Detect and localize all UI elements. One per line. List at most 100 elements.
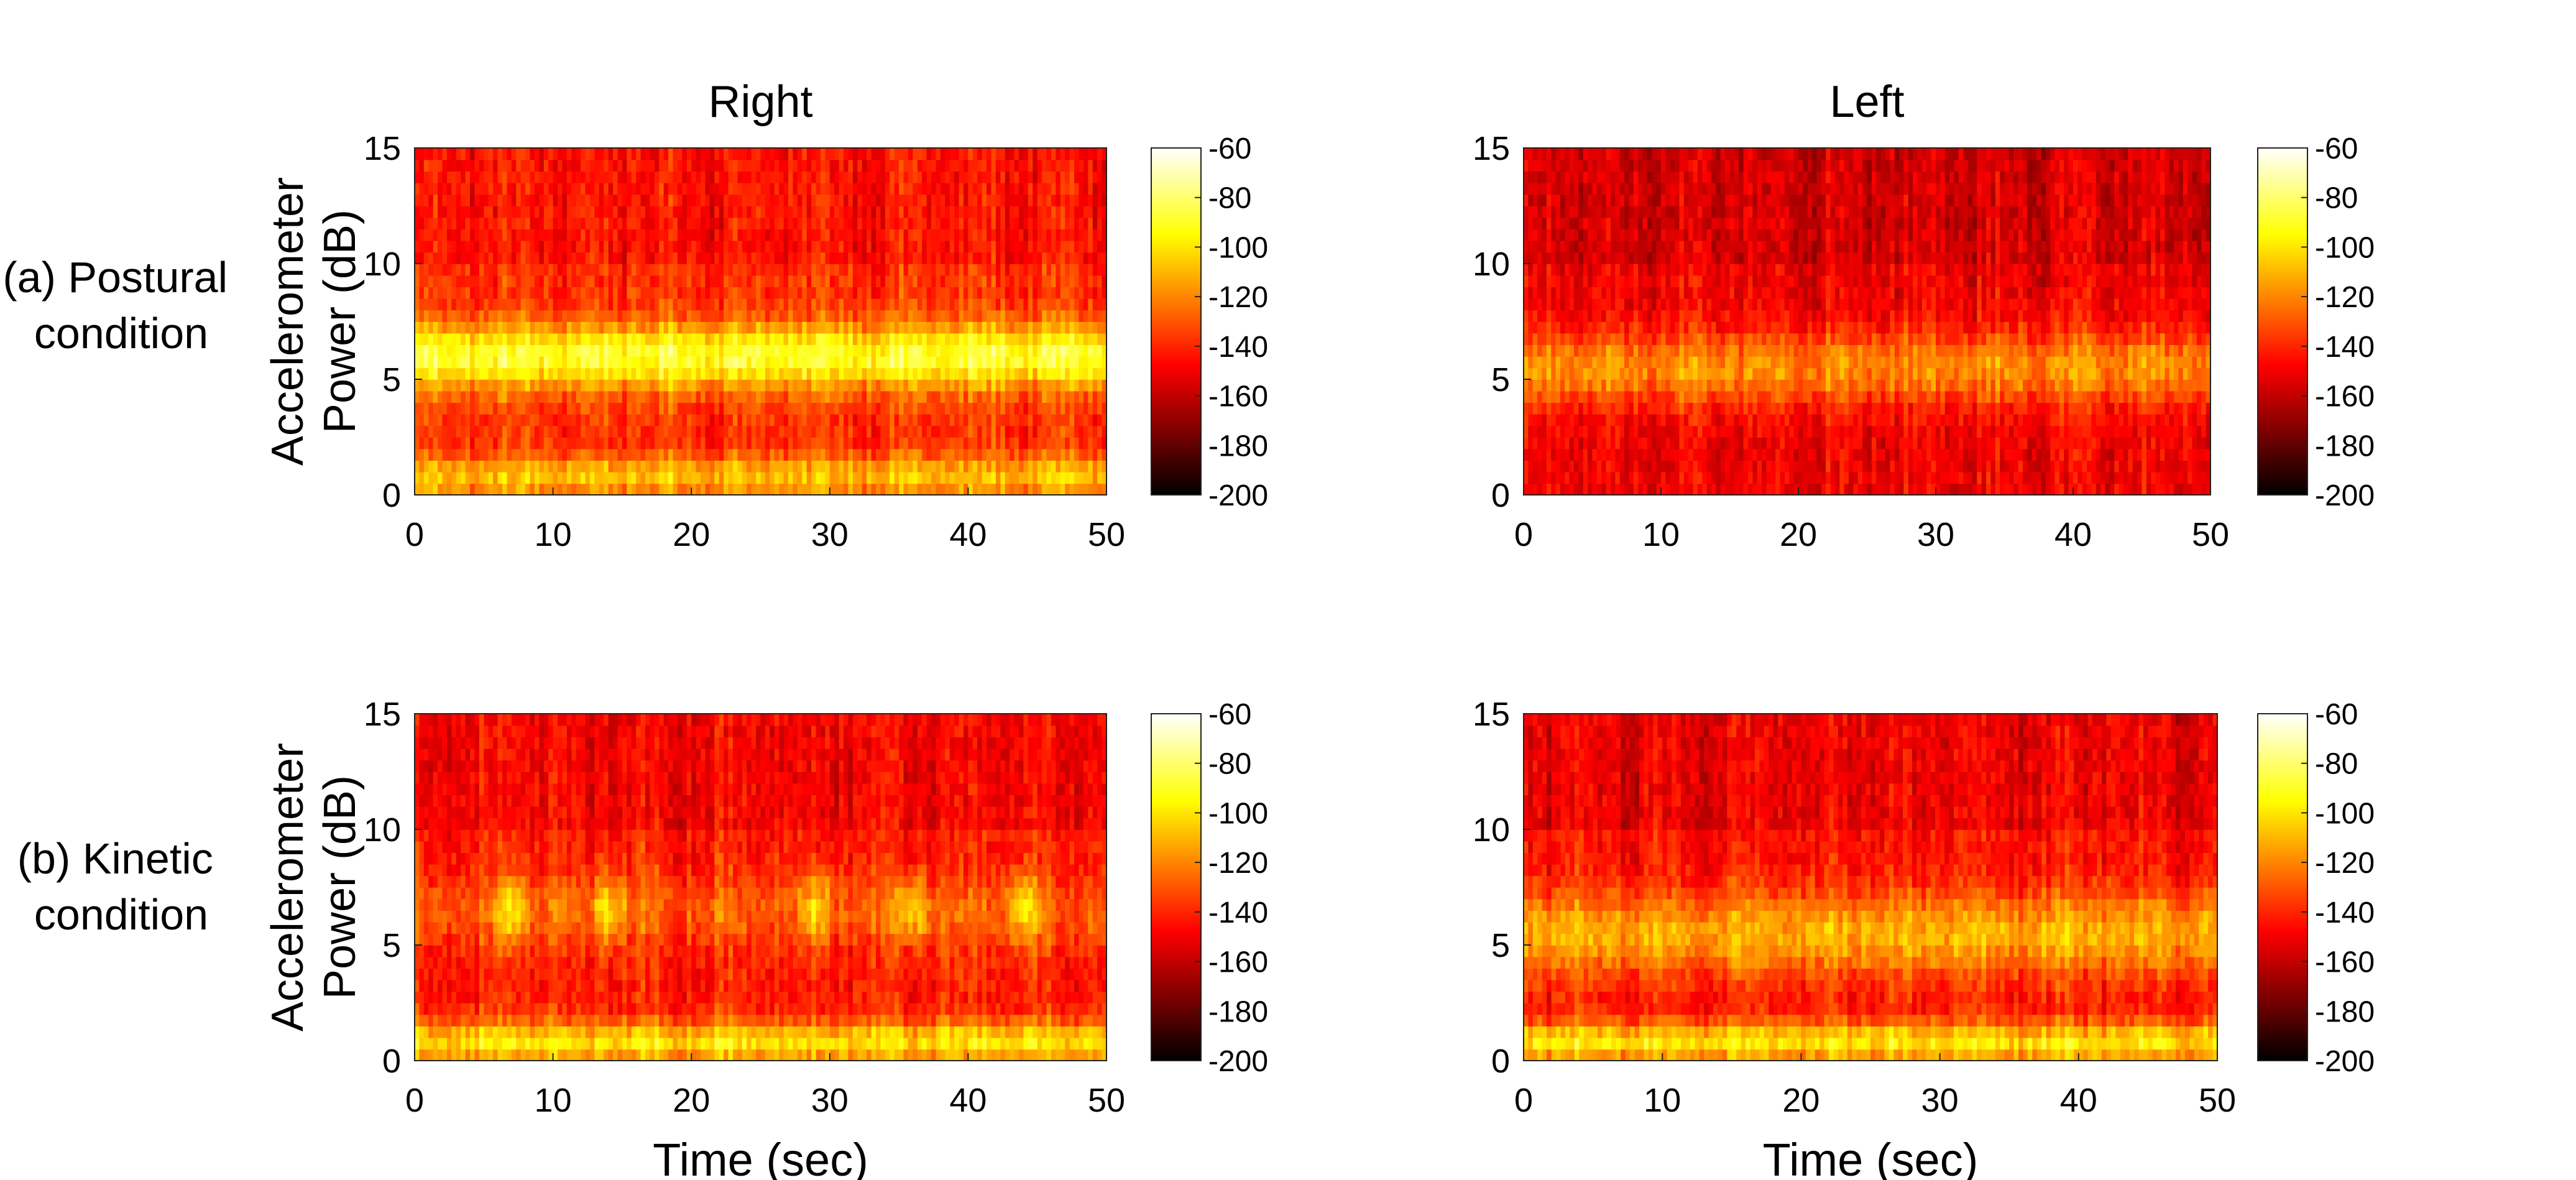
heatmap-cell xyxy=(1528,275,1534,287)
heatmap-cell xyxy=(936,402,941,415)
heatmap-cell xyxy=(797,182,803,195)
heatmap-cell xyxy=(488,367,494,380)
heatmap-cell xyxy=(770,217,775,229)
heatmap-cell xyxy=(880,333,886,345)
heatmap-cell xyxy=(719,206,724,218)
heatmap-cell xyxy=(747,182,752,195)
heatmap-cell xyxy=(566,321,573,334)
heatmap-cell xyxy=(1042,148,1047,160)
heatmap-cell xyxy=(756,287,761,299)
heatmap-cell xyxy=(1551,460,1557,472)
heatmap-cell xyxy=(553,206,558,218)
heatmap-cell xyxy=(530,425,535,438)
heatmap-cell xyxy=(968,264,973,276)
heatmap-cell xyxy=(654,402,660,415)
heatmap-cell xyxy=(756,298,761,311)
heatmap-cell xyxy=(1560,171,1566,183)
heatmap-cell xyxy=(461,460,466,472)
heatmap-cell xyxy=(581,413,586,426)
heatmap-cell xyxy=(1578,356,1584,369)
heatmap-cell xyxy=(1051,171,1057,183)
heatmap-cell xyxy=(756,413,761,426)
heatmap-cell xyxy=(1042,437,1047,449)
heatmap-cell xyxy=(1019,333,1024,345)
heatmap-cell xyxy=(899,390,904,403)
heatmap-cell xyxy=(1088,182,1093,195)
heatmap-cell xyxy=(470,413,476,426)
heatmap-cell xyxy=(991,287,996,299)
heatmap-cell xyxy=(1578,240,1584,253)
heatmap-cell xyxy=(1524,379,1529,392)
heatmap-cell xyxy=(562,310,568,322)
heatmap-cell xyxy=(1019,425,1024,438)
heatmap-cell xyxy=(446,240,453,253)
heatmap-cell xyxy=(507,483,512,496)
heatmap-cell xyxy=(709,194,715,206)
heatmap-cell xyxy=(613,171,619,183)
heatmap-cell xyxy=(502,159,508,172)
heatmap-cell xyxy=(1528,333,1534,345)
heatmap-cell xyxy=(724,344,729,357)
heatmap-cell xyxy=(719,367,724,380)
heatmap-cell xyxy=(959,402,964,415)
heatmap-cell xyxy=(880,437,886,449)
heatmap-cell xyxy=(562,425,568,438)
heatmap-cell xyxy=(627,206,632,218)
heatmap-cell xyxy=(604,321,609,334)
heatmap-cell xyxy=(433,171,438,183)
heatmap-cell xyxy=(880,275,886,287)
heatmap-cell xyxy=(1097,264,1103,276)
heatmap-cell xyxy=(770,483,775,496)
heatmap-cell xyxy=(543,356,549,369)
heatmap-cell xyxy=(1010,275,1015,287)
heatmap-cell xyxy=(525,287,531,299)
heatmap-cell xyxy=(1569,321,1575,334)
heatmap-cell xyxy=(714,356,720,369)
heatmap-cell xyxy=(756,310,761,322)
heatmap-cell xyxy=(659,402,665,415)
heatmap-cell xyxy=(558,229,563,241)
heatmap-cell xyxy=(871,159,876,172)
heatmap-cell xyxy=(839,367,844,380)
heatmap-cell xyxy=(829,413,835,426)
heatmap-cell xyxy=(806,367,812,380)
heatmap-cell xyxy=(903,448,909,461)
heatmap-cell xyxy=(954,413,960,426)
heatmap-cell xyxy=(456,229,461,241)
heatmap-cell xyxy=(834,344,840,357)
heatmap-cell xyxy=(788,194,794,206)
heatmap-cell xyxy=(539,344,545,357)
heatmap-cell xyxy=(1546,425,1552,438)
heatmap-cell xyxy=(585,287,591,299)
heatmap-cell xyxy=(705,252,711,264)
heatmap-cell xyxy=(1033,402,1038,415)
heatmap-cell xyxy=(474,460,480,472)
heatmap-cell xyxy=(756,206,761,218)
heatmap-cell xyxy=(539,252,545,264)
heatmap-cell xyxy=(1588,437,1593,449)
heatmap-cell xyxy=(1560,229,1566,241)
heatmap-cell xyxy=(636,413,642,426)
heatmap-cell xyxy=(566,171,573,183)
heatmap-cell xyxy=(511,229,517,241)
heatmap-cell xyxy=(816,390,821,403)
heatmap-cell xyxy=(585,182,591,195)
heatmap-cell xyxy=(627,471,632,484)
heatmap-cell xyxy=(954,275,960,287)
heatmap-cell xyxy=(977,229,983,241)
heatmap-cell xyxy=(558,471,563,484)
heatmap-cell xyxy=(617,437,623,449)
heatmap-cell xyxy=(737,333,743,345)
heatmap-cell xyxy=(525,460,531,472)
heatmap-cell xyxy=(1019,390,1024,403)
heatmap-cell xyxy=(1019,182,1024,195)
heatmap-cell xyxy=(558,310,563,322)
heatmap-cell xyxy=(539,390,545,403)
x-tick-label: 0 xyxy=(405,516,424,553)
heatmap-cell xyxy=(788,217,794,229)
heatmap-cell xyxy=(1097,159,1103,172)
heatmap-cell xyxy=(991,356,996,369)
heatmap-cell xyxy=(571,148,577,160)
heatmap-cell xyxy=(1010,448,1015,461)
heatmap-cell xyxy=(1079,252,1084,264)
